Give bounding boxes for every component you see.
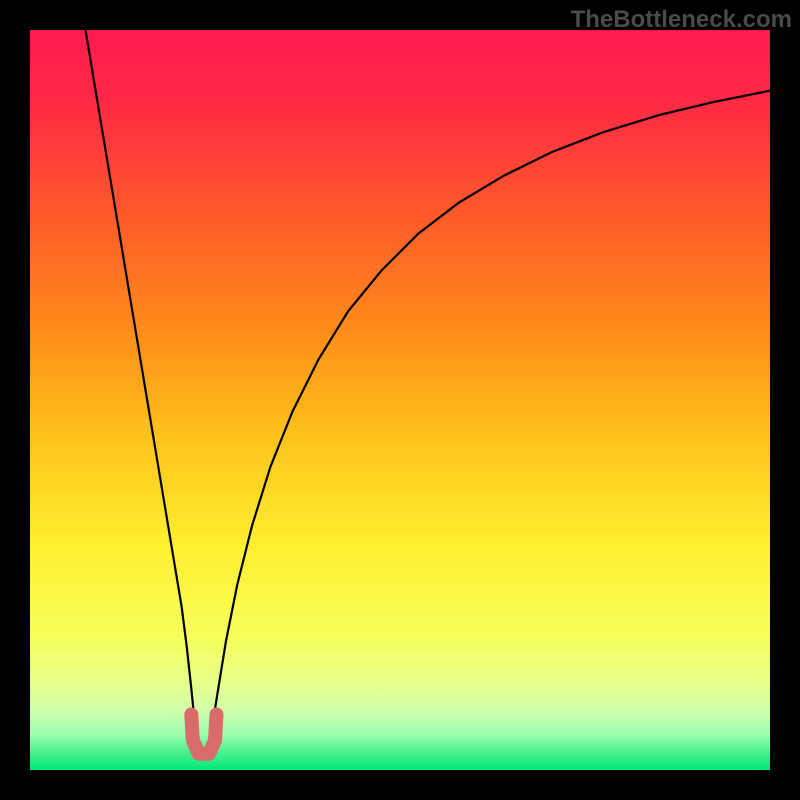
- chart-frame: TheBottleneck.com: [0, 0, 800, 800]
- plot-area: [30, 30, 770, 770]
- chart-background: [30, 30, 770, 770]
- watermark-label: TheBottleneck.com: [571, 6, 792, 34]
- chart-svg: [30, 30, 770, 770]
